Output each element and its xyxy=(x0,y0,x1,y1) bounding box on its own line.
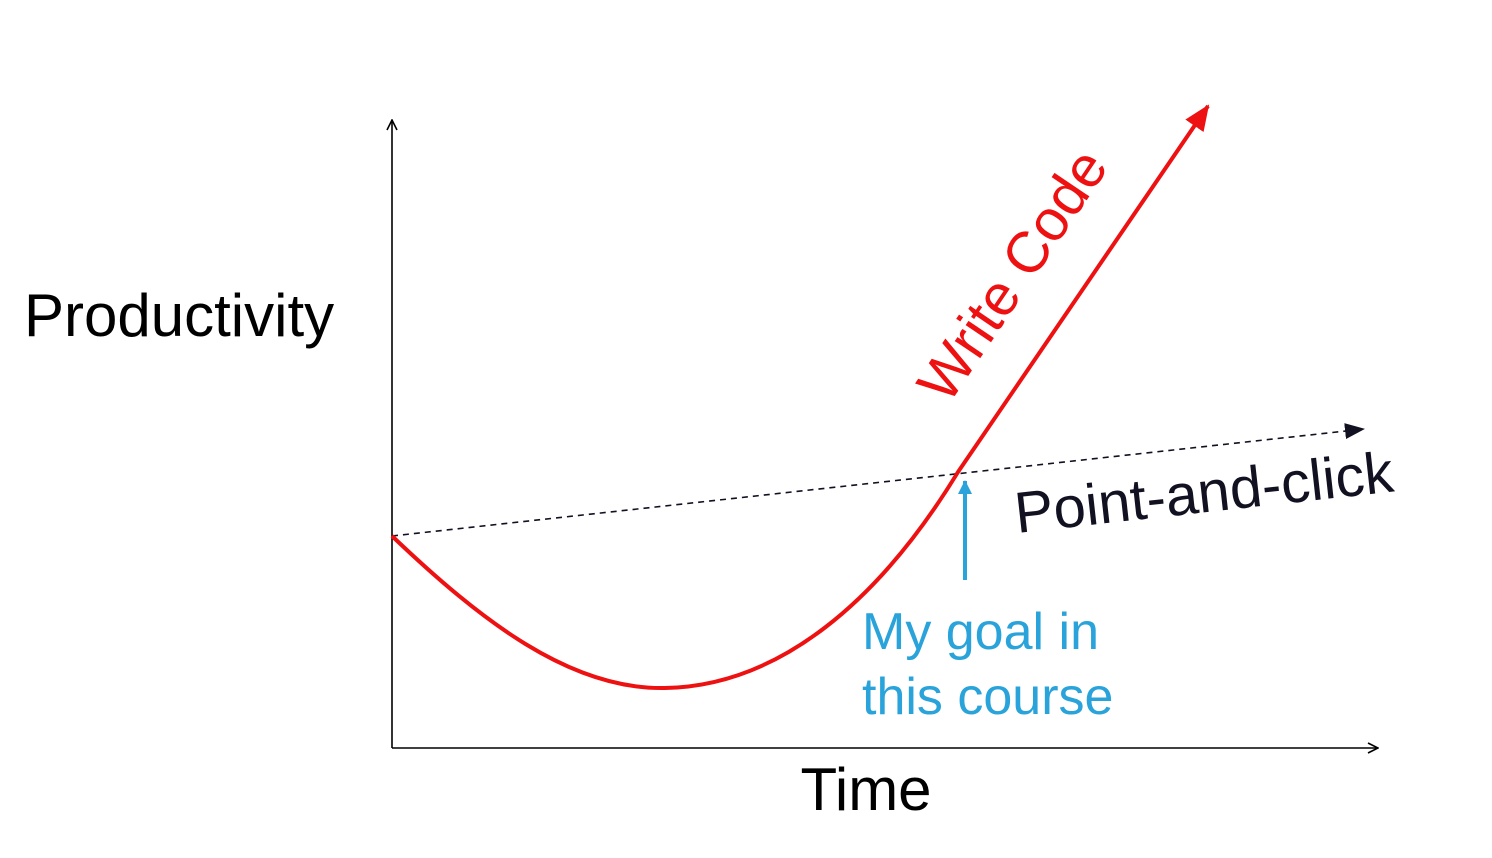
x-axis-label: Time xyxy=(800,756,931,823)
y-axis-label: Productivity xyxy=(24,282,334,349)
point-and-click-line xyxy=(391,423,1365,537)
point-and-click-label: Point-and-click xyxy=(1011,439,1397,545)
write-code-label: Write Code xyxy=(905,137,1121,413)
goal-annotation-line2: this course xyxy=(862,668,1113,726)
goal-annotation-line1: My goal in xyxy=(862,603,1099,661)
write-code-curve xyxy=(390,104,1210,691)
